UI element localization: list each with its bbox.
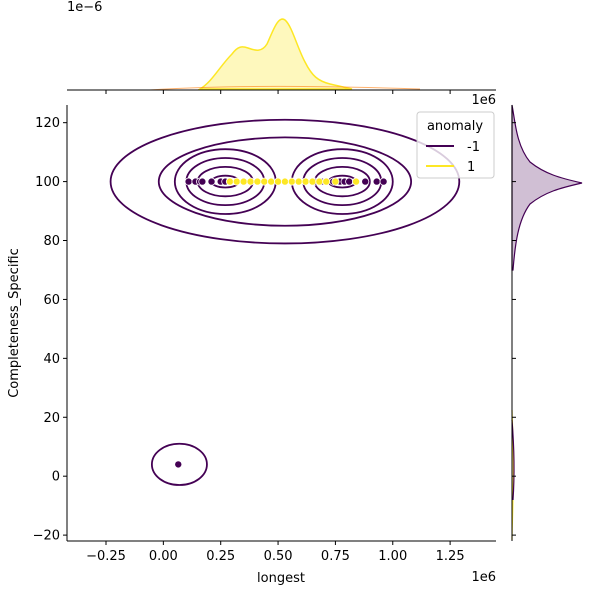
kde-outer-contour-0: [109, 118, 461, 245]
y-tick-label-4: 60: [43, 293, 60, 308]
point-series0-1: [184, 177, 193, 186]
x-tick-label-3: 0.50: [264, 549, 293, 564]
point-series1-15: [331, 177, 340, 186]
y-tick-label-5: 80: [43, 234, 60, 249]
main-axes: −0.25 0.00 0.25 0.50 0.75 1.00 1.25 −20 0 20 40 60…: [7, 93, 496, 586]
kde-contours: [109, 118, 461, 486]
point-series1-16: [352, 177, 361, 186]
point-series0-4: [198, 177, 207, 186]
point-series0-14: [361, 177, 370, 186]
point-series1-5: [260, 177, 269, 186]
point-series0-13: [345, 177, 354, 186]
y-tick-label-7: 120: [35, 116, 60, 131]
legend: anomaly -1 1: [416, 111, 495, 179]
kde-small-contour: [150, 442, 208, 486]
point-series1-2: [239, 177, 248, 186]
x-tick-label-0: −0.25: [86, 549, 126, 564]
legend-title: anomaly: [427, 119, 483, 134]
point-series1-8: [280, 177, 289, 186]
y-tick-label-0: −20: [33, 529, 60, 544]
x-tick-label-5: 1.00: [378, 549, 407, 564]
point-series1-10: [294, 177, 303, 186]
x-axis-ticks: −0.25 0.00 0.25 0.50 0.75 1.00 1.25: [86, 541, 465, 564]
point-series0-5: [207, 177, 216, 186]
top-marginal-offset-label: 1e−6: [67, 0, 102, 15]
point-series1-13: [315, 177, 324, 186]
right-marginal: [511, 104, 583, 541]
top-marginal-ticks: [105, 90, 451, 94]
kde-outer-contour-1: [157, 136, 413, 227]
x-tick-label-6: 1.25: [436, 549, 465, 564]
point-series1-12: [308, 177, 317, 186]
point-series1-1: [232, 177, 241, 186]
y-tick-label-3: 40: [43, 352, 60, 367]
right-marginal-kde-anomaly-minus1: [511, 104, 583, 271]
top-marginal-kde-anomaly-minus1: [149, 85, 421, 91]
legend-label-minus1: -1: [467, 140, 480, 155]
y-axis-ticks: −20 0 20 40 60 80 100 120: [33, 116, 67, 544]
point-series0-16: [379, 177, 388, 186]
legend-box: [416, 111, 495, 179]
point-series1-0: [225, 177, 234, 186]
y-tick-label-6: 100: [35, 175, 60, 190]
x-tick-label-4: 0.75: [321, 549, 350, 564]
top-marginal: 1e−6: [67, 0, 496, 94]
point-series1-11: [301, 177, 310, 186]
point-series1-7: [274, 177, 283, 186]
scatter-points: [174, 177, 388, 469]
point-series0-0: [174, 460, 183, 469]
point-series1-14: [322, 177, 331, 186]
point-series1-6: [267, 177, 276, 186]
point-series1-3: [246, 177, 255, 186]
top-marginal-kde-anomaly-1: [197, 18, 353, 90]
x-tick-label-1: 0.00: [149, 549, 178, 564]
y-offset-label: 1e6: [471, 93, 496, 108]
right-marginal-kde-anomaly-minus1-small: [511, 419, 515, 501]
y-tick-label-2: 20: [43, 411, 60, 426]
point-series1-4: [253, 177, 262, 186]
legend-label-1: 1: [467, 160, 475, 175]
x-tick-label-2: 0.25: [206, 549, 235, 564]
right-marginal-ticks: [512, 122, 516, 536]
x-axis-label: longest: [257, 571, 305, 586]
x-offset-label: 1e6: [471, 570, 496, 585]
y-axis-label: Completeness_Specific: [7, 248, 22, 398]
point-series0-15: [372, 177, 381, 186]
point-series1-9: [287, 177, 296, 186]
y-tick-label-1: 0: [52, 470, 60, 485]
